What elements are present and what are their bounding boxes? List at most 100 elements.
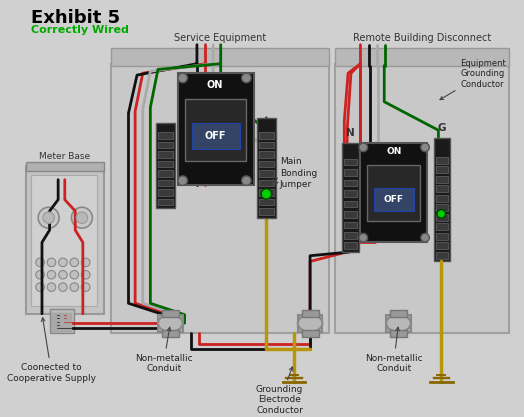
Bar: [158, 198, 173, 205]
Bar: [158, 132, 173, 139]
Circle shape: [437, 210, 445, 218]
Bar: [344, 159, 357, 166]
Bar: [51, 319, 72, 322]
Bar: [184, 99, 246, 161]
Bar: [112, 48, 329, 65]
Bar: [435, 204, 448, 211]
Bar: [335, 64, 509, 333]
Bar: [158, 315, 183, 332]
Circle shape: [178, 176, 188, 186]
Ellipse shape: [158, 315, 183, 332]
Bar: [435, 224, 448, 230]
Circle shape: [59, 258, 67, 266]
Bar: [435, 214, 448, 221]
Bar: [435, 195, 448, 201]
Bar: [51, 313, 72, 315]
Circle shape: [178, 73, 188, 83]
Text: OFF: OFF: [204, 131, 226, 141]
Circle shape: [59, 271, 67, 279]
Ellipse shape: [386, 315, 411, 332]
Bar: [435, 186, 448, 192]
Text: Main
Bonding
Jumper: Main Bonding Jumper: [280, 157, 317, 189]
Bar: [51, 329, 72, 332]
Bar: [178, 73, 254, 186]
Bar: [257, 118, 276, 218]
Bar: [301, 310, 319, 317]
Circle shape: [59, 283, 67, 291]
Circle shape: [81, 258, 90, 266]
Text: N: N: [346, 128, 354, 138]
Circle shape: [43, 212, 54, 224]
Bar: [435, 242, 448, 249]
Bar: [335, 48, 509, 65]
Bar: [390, 310, 407, 317]
Text: Correctly Wired: Correctly Wired: [30, 25, 128, 35]
Bar: [434, 138, 450, 261]
Circle shape: [81, 271, 90, 279]
Circle shape: [47, 271, 56, 279]
Bar: [158, 180, 173, 186]
Circle shape: [359, 143, 368, 152]
Circle shape: [71, 207, 92, 228]
Circle shape: [76, 212, 88, 224]
Bar: [259, 180, 274, 186]
Circle shape: [47, 283, 56, 291]
Bar: [158, 170, 173, 177]
Text: Exhibit 5: Exhibit 5: [30, 9, 119, 27]
Bar: [390, 330, 407, 337]
Bar: [51, 316, 72, 319]
Bar: [344, 242, 357, 249]
Bar: [344, 232, 357, 239]
Bar: [342, 143, 358, 252]
Text: Equipment
Grounding
Conductor: Equipment Grounding Conductor: [440, 59, 506, 100]
Bar: [158, 142, 173, 148]
Bar: [344, 180, 357, 186]
Text: Non-metallic
Conduit: Non-metallic Conduit: [135, 327, 192, 373]
Bar: [298, 315, 322, 332]
Text: Remote Building Disconnect: Remote Building Disconnect: [353, 33, 492, 43]
Text: ON: ON: [386, 147, 401, 156]
Text: G: G: [437, 123, 445, 133]
Bar: [112, 64, 329, 333]
Bar: [156, 123, 175, 208]
Bar: [50, 309, 74, 333]
Bar: [51, 323, 72, 325]
Bar: [259, 198, 274, 205]
Bar: [344, 201, 357, 207]
Circle shape: [242, 73, 251, 83]
Bar: [435, 233, 448, 240]
Bar: [367, 166, 420, 221]
Circle shape: [70, 283, 79, 291]
Bar: [26, 166, 104, 314]
Bar: [259, 132, 274, 139]
Bar: [51, 326, 72, 329]
Circle shape: [36, 283, 45, 291]
Circle shape: [70, 258, 79, 266]
Text: Coonected to
Cooperative Supply: Coonected to Cooperative Supply: [7, 318, 96, 382]
Bar: [158, 151, 173, 158]
Bar: [26, 162, 104, 171]
Bar: [344, 169, 357, 176]
Bar: [344, 190, 357, 197]
Circle shape: [242, 176, 251, 186]
Circle shape: [421, 143, 429, 152]
Bar: [301, 330, 319, 337]
Bar: [259, 189, 274, 196]
Bar: [259, 208, 274, 215]
Circle shape: [36, 271, 45, 279]
Circle shape: [359, 234, 368, 242]
Bar: [158, 161, 173, 167]
Bar: [435, 252, 448, 259]
Bar: [259, 142, 274, 148]
Text: Service Equipment: Service Equipment: [173, 33, 266, 43]
Bar: [192, 123, 239, 149]
Circle shape: [70, 271, 79, 279]
Circle shape: [38, 207, 59, 228]
Bar: [435, 176, 448, 183]
Circle shape: [81, 283, 90, 291]
Circle shape: [261, 189, 271, 199]
Bar: [361, 143, 427, 242]
Text: Meter Base: Meter Base: [39, 152, 90, 161]
Bar: [158, 189, 173, 196]
Bar: [162, 330, 179, 337]
